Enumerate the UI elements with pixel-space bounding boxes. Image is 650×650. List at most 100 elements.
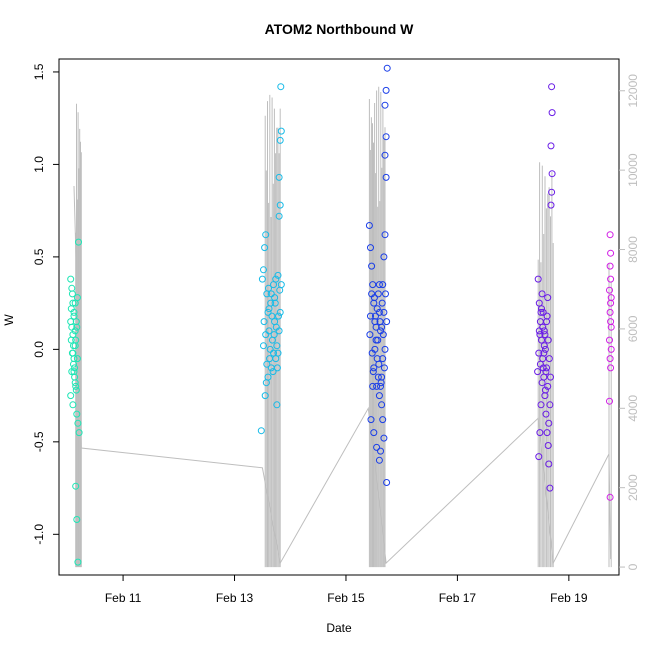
data-point [270, 349, 277, 357]
data-point [74, 558, 82, 566]
data-point [539, 364, 547, 372]
data-point [606, 262, 614, 270]
data-point [382, 290, 389, 298]
data-point [374, 336, 382, 344]
chart-title: ATOM2 Northbound W [265, 21, 415, 37]
data-point [69, 331, 77, 339]
data-point [378, 299, 386, 307]
data-point [546, 401, 554, 409]
y-tick-label: -1.0 [32, 524, 46, 545]
data-point [544, 336, 552, 344]
data-point [547, 201, 555, 209]
data-point [606, 493, 614, 501]
data-point [535, 453, 543, 461]
data-point [543, 364, 551, 372]
x-tick-label: Feb 11 [105, 591, 142, 605]
data-point [265, 305, 273, 313]
data-point [73, 323, 81, 331]
data-point [382, 173, 390, 181]
data-point [73, 516, 81, 523]
data-point [382, 86, 390, 94]
x-tick-label: Feb 15 [327, 591, 365, 605]
data-point [72, 336, 80, 344]
data-point [373, 305, 381, 313]
data-point [72, 382, 80, 390]
data-point [74, 419, 82, 427]
data-point [548, 170, 556, 178]
data-point [607, 299, 615, 307]
data-point [546, 484, 554, 492]
data-point [538, 379, 546, 387]
data-point [536, 429, 544, 437]
data-point [379, 331, 387, 339]
data-point [277, 83, 285, 91]
data-point [262, 331, 270, 339]
y-tick-label: -0.5 [32, 431, 46, 452]
data-point [544, 382, 552, 390]
data-point [544, 294, 552, 302]
data-point [545, 419, 553, 427]
data-point [375, 456, 383, 464]
y2-tick-label: 0 [626, 563, 640, 570]
data-point [272, 275, 280, 283]
data-point [375, 392, 383, 400]
data-point [275, 312, 282, 320]
points-layer [67, 64, 615, 566]
data-point [270, 331, 278, 339]
data-point [274, 349, 282, 357]
data-point [380, 253, 388, 261]
data-point [381, 101, 389, 109]
data-point [262, 231, 270, 239]
data-point [543, 318, 551, 326]
x-tick-label: Feb 17 [439, 591, 477, 605]
data-point [380, 308, 388, 316]
data-point [537, 401, 545, 409]
data-point [373, 443, 381, 451]
data-point [382, 133, 390, 141]
data-point [273, 342, 281, 350]
data-point [277, 127, 285, 135]
data-point [370, 429, 378, 437]
y-tick-label: 1.0 [32, 156, 46, 173]
data-point [379, 281, 387, 289]
data-point [275, 327, 283, 335]
data-point [276, 136, 284, 144]
data-point [370, 364, 378, 372]
data-point [72, 482, 80, 490]
y-tick-label: 0.5 [32, 248, 46, 265]
data-point [606, 286, 613, 294]
data-point [547, 142, 555, 150]
data-point [545, 460, 553, 468]
y2-tick-label: 10000 [626, 153, 640, 187]
data-point [71, 299, 79, 307]
data-point [607, 275, 615, 283]
data-point [379, 416, 387, 424]
data-point [372, 312, 379, 320]
data-point [260, 318, 268, 326]
data-point [277, 281, 285, 289]
data-point [607, 323, 615, 331]
data-point [548, 83, 556, 91]
data-point [274, 271, 282, 279]
y-axis-label: W [2, 314, 16, 326]
data-point [383, 318, 391, 326]
data-point [377, 379, 385, 387]
data-point [370, 294, 378, 302]
data-point [266, 355, 274, 363]
x-axis-label: Date [326, 621, 352, 635]
data-point [75, 238, 82, 246]
data-point [268, 312, 276, 320]
x-tick-label: Feb 19 [550, 591, 588, 605]
data-point [548, 109, 556, 117]
data-point [67, 392, 75, 400]
data-point [607, 364, 615, 372]
data-point [69, 401, 77, 409]
data-point [534, 275, 542, 283]
data-point [548, 188, 556, 196]
data-point [539, 308, 547, 316]
data-point [368, 349, 376, 357]
data-point [69, 349, 77, 357]
data-point [606, 397, 613, 405]
data-point [369, 281, 377, 289]
